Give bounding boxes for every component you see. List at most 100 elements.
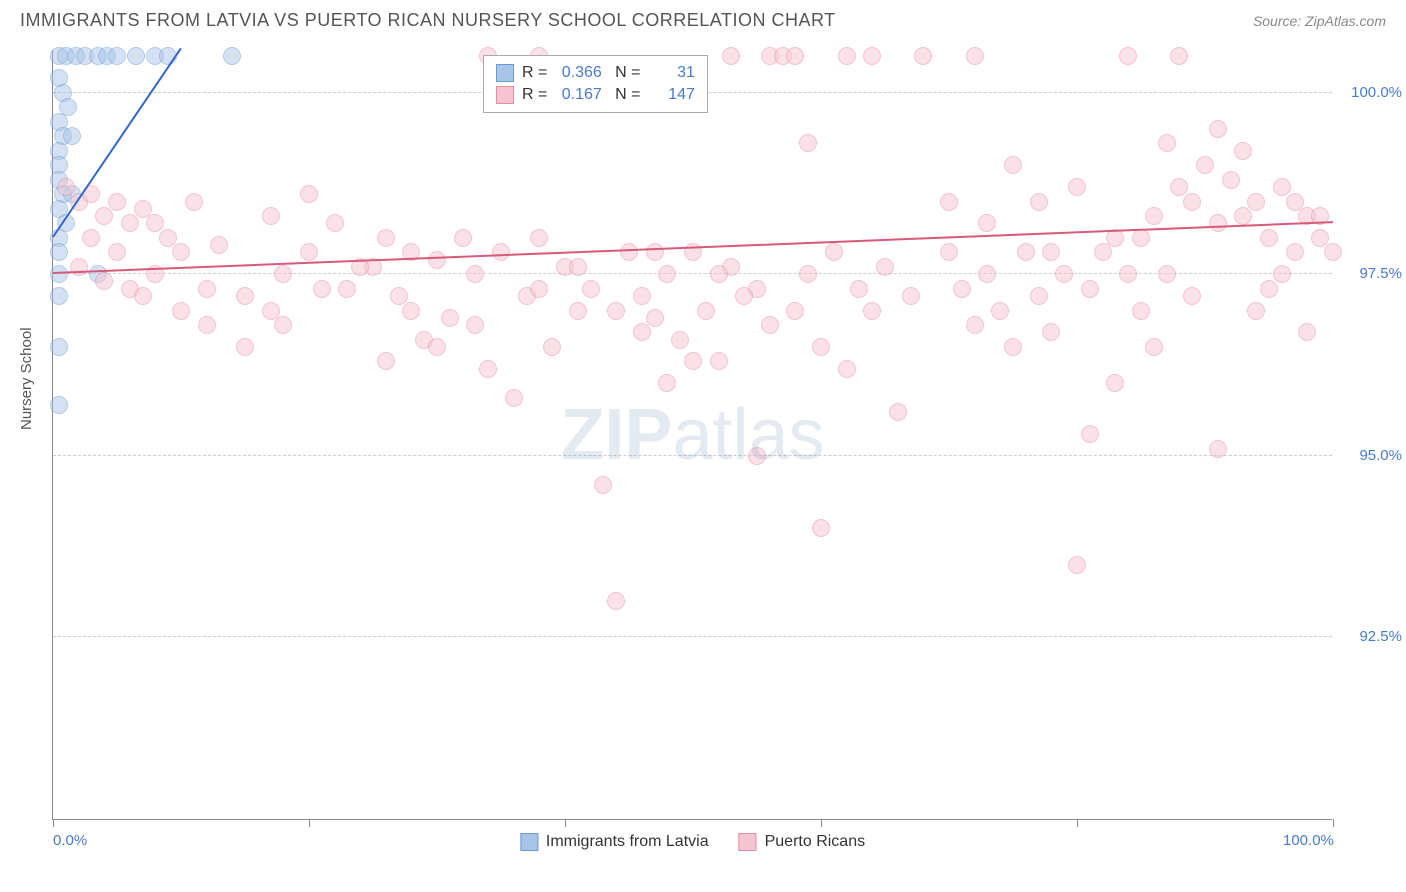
scatter-point [1170,178,1188,196]
scatter-point [812,519,830,537]
scatter-point [108,243,126,261]
scatter-point [722,47,740,65]
source-attribution: Source: ZipAtlas.com [1253,13,1386,29]
scatter-point [159,229,177,247]
scatter-point [671,331,689,349]
scatter-point [377,352,395,370]
scatter-point [940,243,958,261]
scatter-point [1183,287,1201,305]
scatter-point [338,280,356,298]
scatter-point [1004,338,1022,356]
scatter-point [978,265,996,283]
scatter-point [223,47,241,65]
scatter-point [991,302,1009,320]
scatter-point [978,214,996,232]
scatter-point [1260,229,1278,247]
scatter-point [377,229,395,247]
scatter-point [50,396,68,414]
scatter-point [1311,229,1329,247]
y-tick-label: 95.0% [1342,447,1402,464]
scatter-point [1234,142,1252,160]
scatter-point [620,243,638,261]
x-tick [1077,819,1078,827]
x-tick [821,819,822,827]
scatter-point [850,280,868,298]
scatter-point [63,127,81,145]
legend-item: Immigrants from Latvia [520,833,709,851]
scatter-point [262,302,280,320]
scatter-point [1119,265,1137,283]
scatter-point [530,280,548,298]
scatter-point [236,287,254,305]
scatter-point [1247,193,1265,211]
scatter-point [953,280,971,298]
scatter-point [390,287,408,305]
scatter-point [799,134,817,152]
scatter-point [454,229,472,247]
x-tick-label: 100.0% [1283,832,1334,849]
scatter-point [940,193,958,211]
scatter-point [582,280,600,298]
scatter-point [185,193,203,211]
scatter-point [108,47,126,65]
scatter-point [236,338,254,356]
scatter-point [1234,207,1252,225]
scatter-point [889,403,907,421]
scatter-point [121,214,139,232]
scatter-point [1209,214,1227,232]
x-tick [565,819,566,827]
scatter-point [1170,47,1188,65]
scatter-point [633,287,651,305]
scatter-point [1004,156,1022,174]
scatter-point [786,47,804,65]
scatter-point [569,302,587,320]
scatter-point [1081,425,1099,443]
scatter-point [697,302,715,320]
scatter-point [1119,47,1137,65]
legend-swatch [520,833,538,851]
scatter-point [863,302,881,320]
legend-row: R = 0.366 N = 31 [496,62,695,84]
x-tick-label: 0.0% [53,832,87,849]
scatter-point [646,309,664,327]
scatter-point [569,258,587,276]
scatter-point [134,287,152,305]
scatter-point [1106,374,1124,392]
y-tick-label: 97.5% [1342,265,1402,282]
scatter-point [838,360,856,378]
legend-swatch [496,64,514,82]
scatter-point [505,389,523,407]
legend-label: Puerto Ricans [765,833,866,851]
scatter-point [966,316,984,334]
scatter-point [543,338,561,356]
scatter-point [838,47,856,65]
scatter-point [1324,243,1342,261]
scatter-point [1222,171,1240,189]
scatter-point [735,287,753,305]
scatter-point [646,243,664,261]
scatter-point [1094,243,1112,261]
x-tick [53,819,54,827]
scatter-point [172,243,190,261]
scatter-point [1055,265,1073,283]
scatter-point [313,280,331,298]
scatter-point [1017,243,1035,261]
scatter-point [1030,193,1048,211]
scatter-point [1158,265,1176,283]
scatter-point [1286,193,1304,211]
scatter-point [262,207,280,225]
scatter-point [428,338,446,356]
scatter-point [1247,302,1265,320]
scatter-point [172,302,190,320]
scatter-point [1068,556,1086,574]
scatter-point [134,200,152,218]
scatter-point [1132,302,1150,320]
scatter-point [863,47,881,65]
scatter-point [466,265,484,283]
scatter-point [50,338,68,356]
trend-line [53,221,1333,274]
scatter-point [1042,323,1060,341]
scatter-point [710,352,728,370]
y-axis-label: Nursery School [18,327,35,430]
scatter-point [1042,243,1060,261]
